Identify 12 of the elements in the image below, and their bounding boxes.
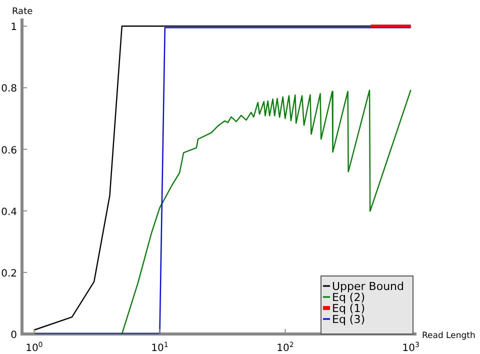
legend-label: Eq (1) [332,302,366,315]
legend-label: Eq (3) [332,313,366,326]
y-tick-label: 0.4 [1,206,18,218]
y-axis-title: Rate [12,7,34,17]
y-tick-label: 0.8 [1,84,18,95]
y-tick-label: 0.6 [1,145,18,156]
legend-label: Eq (2) [332,291,366,304]
legend-label: Upper Bound [332,280,404,293]
y-tick-label: 0.2 [1,268,18,280]
y-tick-label: 0 [10,330,18,341]
y-tick-label: 1 [10,22,18,34]
x-axis-title: Read Length [422,331,476,341]
